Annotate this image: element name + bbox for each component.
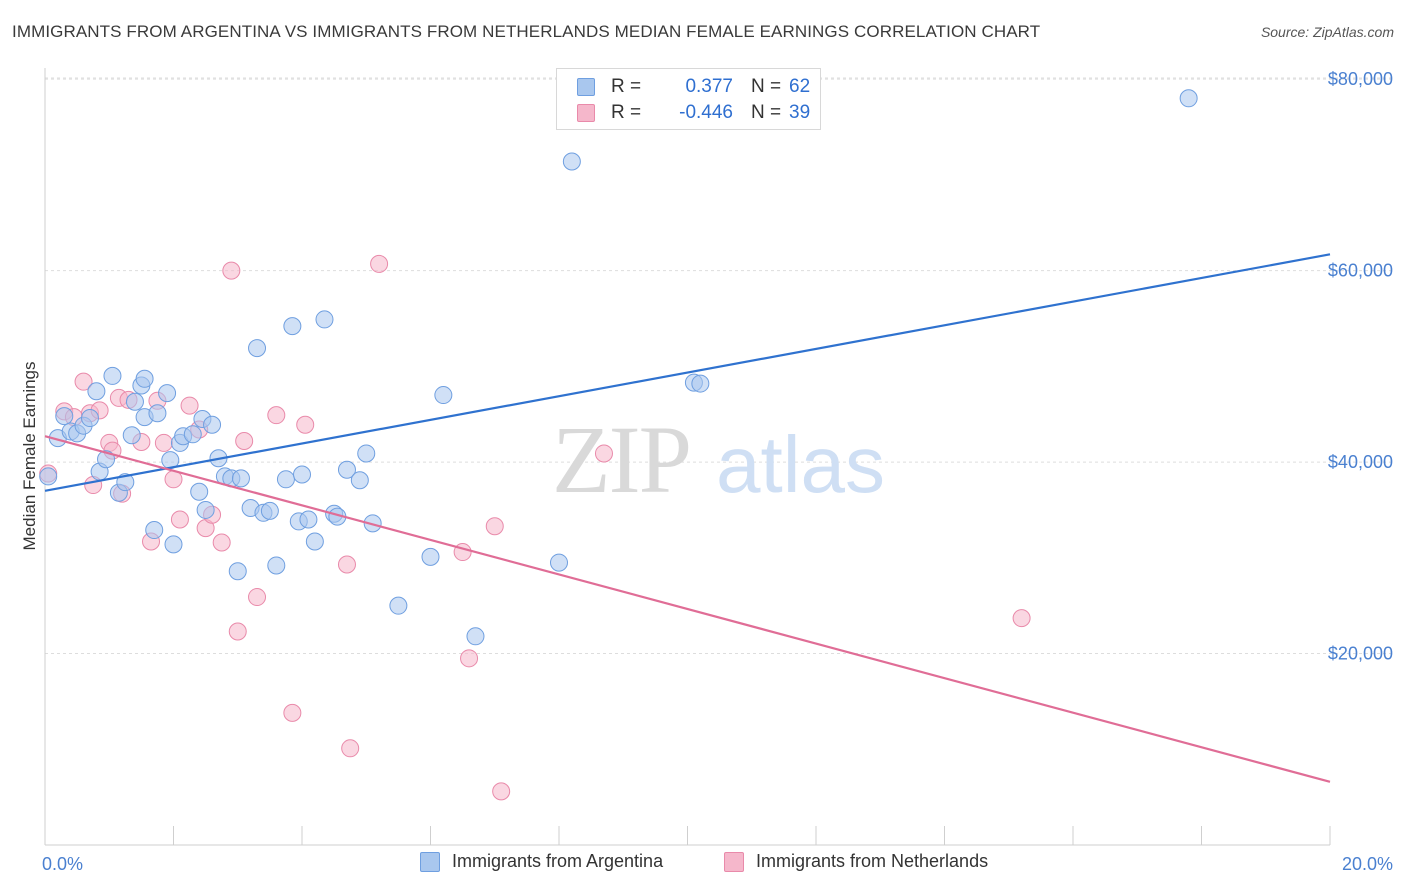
netherlands-point <box>594 444 613 463</box>
argentina-trend-line <box>44 253 1331 492</box>
x-tick-label: 0.0% <box>42 854 83 874</box>
argentina-point <box>116 473 135 492</box>
n-label: N = <box>751 76 782 97</box>
netherlands-point <box>341 739 360 758</box>
argentina-legend-label: Immigrants from Argentina <box>452 851 664 871</box>
netherlands-point <box>337 555 356 574</box>
argentina-point <box>299 510 318 529</box>
legend-row-argentina: R = 0.377 N = 62 <box>577 74 810 100</box>
netherlands-point <box>212 533 231 552</box>
argentina-point <box>260 501 279 520</box>
netherlands-point <box>283 703 302 722</box>
argentina-point <box>125 392 144 411</box>
axes <box>44 68 1331 846</box>
argentina-point <box>135 369 154 388</box>
n-value: 39 <box>789 102 811 123</box>
argentina-point <box>466 627 485 646</box>
netherlands-trend-line <box>44 435 1331 783</box>
netherlands-point <box>154 433 173 452</box>
watermark-atlas: atlas <box>716 420 885 509</box>
legend-row-netherlands: R = -0.446 N = 39 <box>577 100 810 126</box>
argentina-point <box>39 467 58 486</box>
argentina-point <box>97 450 116 469</box>
y-tick-label: $20,000 <box>1328 644 1393 664</box>
argentina-point <box>562 152 581 171</box>
argentina-point <box>231 469 250 488</box>
netherlands-point <box>460 649 479 668</box>
argentina-point <box>228 562 247 581</box>
n-value: 62 <box>789 76 811 97</box>
netherlands-point <box>180 396 199 415</box>
netherlands-point <box>222 261 241 280</box>
watermark: ZIP atlas <box>552 406 885 513</box>
argentina-points <box>39 89 1198 646</box>
y-tick-label: $40,000 <box>1328 452 1393 472</box>
r-label: R = <box>611 76 642 97</box>
argentina-point <box>103 366 122 385</box>
argentina-point <box>80 409 99 428</box>
netherlands-points <box>39 254 1031 801</box>
y-tick-label: $60,000 <box>1328 261 1393 281</box>
argentina-point <box>148 404 167 423</box>
argentina-point <box>55 407 74 426</box>
argentina-legend-swatch <box>420 851 440 872</box>
netherlands-point <box>170 510 189 529</box>
netherlands-point <box>296 415 315 434</box>
argentina-point <box>183 425 202 444</box>
trend-lines <box>44 253 1331 783</box>
netherlands-point <box>370 254 389 273</box>
netherlands-point <box>485 517 504 536</box>
r-value: 0.377 <box>685 76 733 97</box>
source-label: Source: ZipAtlas.com <box>1260 24 1394 40</box>
argentina-point <box>196 500 215 519</box>
argentina-point <box>145 521 164 540</box>
netherlands-point <box>235 432 254 451</box>
watermark-zip: ZIP <box>552 406 690 513</box>
argentina-point <box>550 553 568 572</box>
argentina-point <box>203 415 222 434</box>
correlation-legend: R = 0.377 N = 62 R = -0.446 N = 39 <box>556 68 821 130</box>
netherlands-point <box>267 406 286 425</box>
netherlands-swatch <box>577 104 595 122</box>
bottom-legend-netherlands: Immigrants from Netherlands <box>724 851 988 872</box>
y-tick-label: $80,000 <box>1328 69 1393 89</box>
argentina-point <box>421 547 440 566</box>
argentina-swatch <box>577 78 595 96</box>
argentina-point <box>267 556 286 575</box>
argentina-point <box>357 444 376 463</box>
netherlands-legend-label: Immigrants from Netherlands <box>756 851 989 871</box>
r-value: -0.446 <box>679 102 733 123</box>
argentina-point <box>389 596 408 615</box>
tick-labels: $20,000 $40,000 $60,000 $80,000 0.0% 20.0% <box>42 69 1393 874</box>
y-axis-label: Median Female Earnings <box>20 362 39 551</box>
argentina-point <box>248 339 267 358</box>
argentina-point <box>87 382 106 401</box>
argentina-point <box>164 535 183 554</box>
argentina-point <box>276 470 295 489</box>
x-tick-label: 20.0% <box>1342 854 1393 874</box>
argentina-point <box>190 482 209 501</box>
netherlands-point <box>248 588 267 607</box>
argentina-point <box>350 471 369 490</box>
chart-title: IMMIGRANTS FROM ARGENTINA VS IMMIGRANTS … <box>12 22 1041 41</box>
n-label: N = <box>751 102 782 123</box>
bottom-legend-argentina: Immigrants from Argentina <box>420 851 663 872</box>
netherlands-point <box>228 622 247 641</box>
r-label: R = <box>611 102 642 123</box>
argentina-point <box>305 532 324 551</box>
argentina-point <box>158 384 177 403</box>
argentina-point <box>293 465 311 484</box>
netherlands-point <box>492 782 511 801</box>
argentina-point <box>337 460 356 479</box>
argentina-point <box>434 386 453 405</box>
argentina-point <box>1179 89 1198 108</box>
argentina-point <box>691 374 710 393</box>
argentina-point <box>283 317 302 336</box>
argentina-point <box>122 426 141 445</box>
argentina-point <box>315 310 334 329</box>
netherlands-point <box>1012 609 1031 628</box>
netherlands-legend-swatch <box>724 851 744 872</box>
netherlands-point <box>74 372 93 391</box>
